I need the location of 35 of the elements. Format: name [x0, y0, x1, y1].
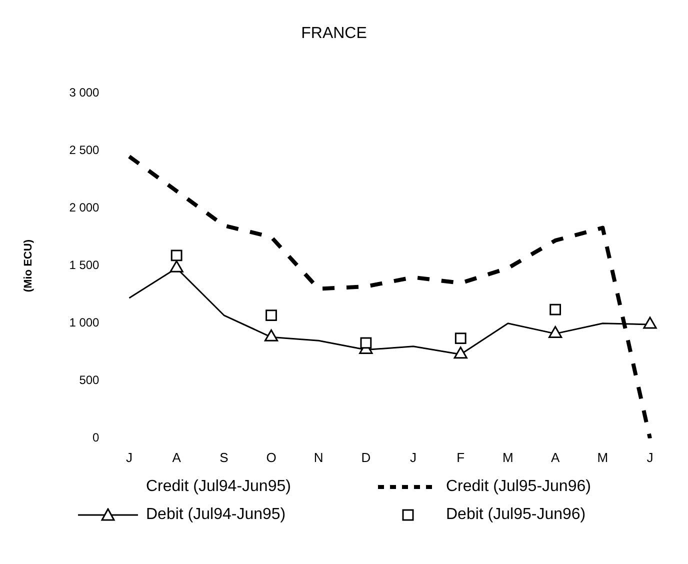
y-tick-label: 500 — [79, 373, 100, 388]
x-tick-label: S — [220, 450, 229, 465]
x-tick-label: A — [550, 450, 560, 465]
x-tick-label: A — [172, 450, 182, 465]
point — [266, 310, 277, 321]
legend-label: Debit (Jul95-Jun96) — [446, 506, 586, 523]
y-tick-label: 1 500 — [69, 258, 100, 272]
y-axis-title: (Mio ECU) — [22, 239, 35, 292]
point — [454, 346, 468, 359]
line-series — [127, 154, 652, 438]
point — [550, 304, 562, 316]
x-tick-label: N — [314, 450, 324, 465]
text: Credit (Jul94-Jun95) — [146, 478, 291, 495]
x-tick-label: D — [361, 450, 371, 465]
point — [454, 332, 466, 344]
chart-title: FRANCE — [301, 25, 367, 42]
point — [548, 326, 562, 338]
point — [170, 250, 182, 262]
x-tick-label: O — [266, 450, 276, 465]
x-tick-label: J — [126, 450, 132, 465]
x-tick-label: J — [410, 450, 417, 465]
x-tick-label: M — [597, 450, 608, 465]
x-tick-label: F — [456, 450, 465, 465]
legend-label: Debit (Jul94-Jun95) — [146, 506, 286, 523]
y-tick-label: 0 — [92, 430, 100, 445]
y-tick-label: 1 000 — [69, 316, 100, 330]
y-tick-label: 2 000 — [69, 200, 100, 215]
x-tick-label: J — [646, 450, 654, 465]
x-tick-label: M — [502, 450, 514, 465]
y-tick-label: 2 500 — [69, 143, 100, 158]
point — [264, 329, 278, 342]
point — [643, 316, 657, 329]
legend-label: Credit (Jul95-Jun96) — [446, 478, 591, 495]
point — [360, 337, 372, 349]
y-tick-label: 3 000 — [69, 86, 100, 100]
